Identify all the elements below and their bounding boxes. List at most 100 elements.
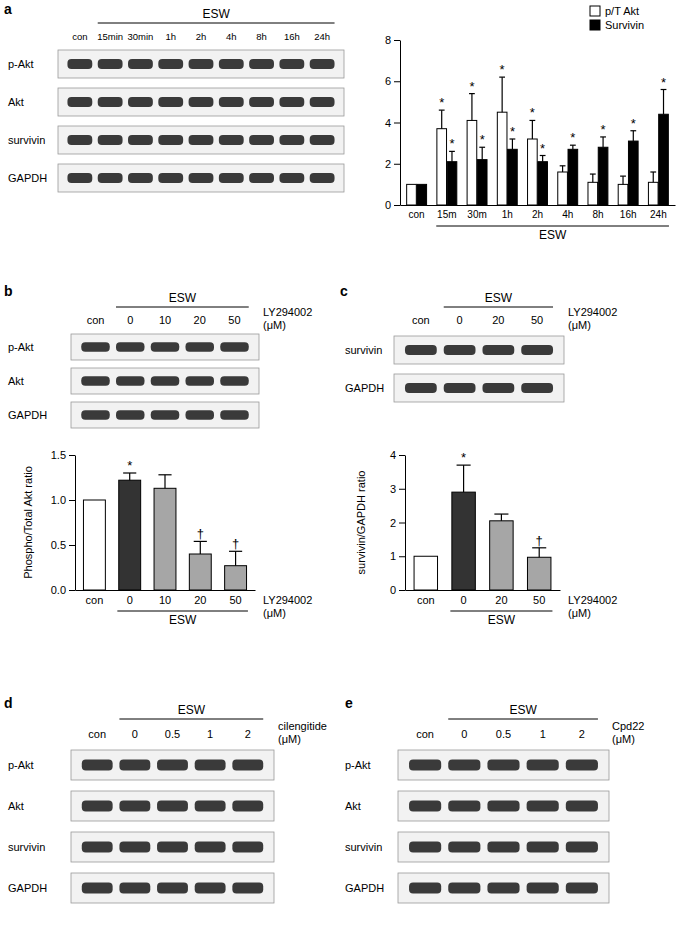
x-note: LY294002 [263, 594, 312, 606]
blot-band [186, 342, 214, 351]
legend-label: Survivin [605, 19, 644, 31]
significance-mark: * [127, 458, 132, 473]
blot-band [409, 842, 441, 853]
tick-label: 8h [592, 209, 603, 220]
significance-mark: † [536, 533, 543, 548]
blot-header: ESW [169, 291, 197, 305]
row-label: Akt [345, 800, 361, 812]
bar [568, 149, 578, 205]
axis-line [76, 590, 256, 591]
tick: 0 [390, 584, 405, 596]
bar [648, 182, 658, 205]
blot-band [151, 342, 179, 351]
blot-band [98, 59, 123, 69]
significance-mark: * [500, 62, 505, 77]
lane-label: con [412, 314, 430, 326]
lane-label: con [72, 31, 87, 42]
blot-band [189, 97, 214, 107]
header-line [448, 719, 598, 720]
treatment-label: Cpd22 [612, 720, 644, 732]
blot-band [487, 883, 519, 894]
row-label: GAPDH [345, 382, 384, 394]
blot-band [279, 135, 304, 145]
error-bar [235, 551, 236, 565]
treatment-label: LY294002 [568, 306, 617, 318]
lane-label: 20 [194, 314, 206, 326]
lane-label: 0 [127, 314, 133, 326]
row-label: survivin [8, 134, 45, 146]
header-line [444, 307, 553, 308]
blot-frame [71, 832, 274, 862]
treatment-label: LY294002 [263, 306, 312, 318]
error-bar [532, 120, 533, 139]
blot-band [405, 345, 437, 355]
tick: 8 [385, 34, 400, 46]
blot-band [157, 801, 188, 812]
blot: ESWcon0102050LY294002(μM)p-AktAktGAPDH [8, 291, 312, 428]
tick: 4 [385, 117, 400, 129]
blot-band [67, 173, 92, 183]
tick-mark [394, 81, 400, 82]
blot: ESWcon00.512cilengitide(μM)p-AktAktsurvi… [8, 703, 327, 903]
bar [154, 488, 176, 590]
lane-label: 1h [165, 31, 176, 42]
significance-mark: * [449, 136, 454, 151]
blot-band [232, 801, 263, 812]
tick: 1 [390, 550, 405, 562]
blot-band [444, 383, 476, 393]
blot-band [232, 842, 263, 853]
blot-band [157, 883, 188, 894]
blot-band [409, 801, 441, 812]
bar [659, 114, 669, 205]
blot-band [448, 801, 480, 812]
lane-label: con [88, 728, 106, 740]
x-axis: con0102050 [76, 590, 256, 606]
tick-label: 2 [385, 158, 391, 170]
panel-label: c [340, 283, 348, 299]
tick: 15m [437, 205, 456, 220]
bar [490, 521, 513, 590]
tick: 2 [385, 158, 400, 170]
error-bar [501, 514, 502, 521]
tick-label: 24h [650, 209, 667, 220]
tick-label: 0.5 [51, 539, 66, 551]
x-note: (μM) [263, 607, 286, 619]
significance-mark: † [232, 536, 239, 551]
blot-band [81, 376, 109, 385]
tick-label: 50 [229, 594, 241, 606]
bar [407, 184, 417, 205]
error-bar [539, 548, 540, 557]
blot-band [67, 97, 92, 107]
significance-mark: * [601, 122, 606, 137]
y-axis: 0.00.51.01.5 [51, 449, 76, 596]
blot-band [310, 97, 335, 107]
tick-mark [69, 545, 75, 546]
blot-band [81, 410, 109, 419]
lane-label: 15min [97, 31, 123, 42]
blot-frame [71, 873, 274, 903]
blot-band [189, 173, 214, 183]
blot-band [232, 760, 263, 771]
blot-band [487, 842, 519, 853]
tick-label: 4 [390, 449, 396, 461]
legend: p/T AktSurvivin [590, 5, 644, 31]
lane-label: 1 [207, 728, 213, 740]
plot-area [414, 465, 551, 590]
error-bar [451, 151, 452, 161]
tick: 20 [495, 590, 507, 606]
tick: 0 [127, 590, 133, 606]
axis-line [75, 456, 76, 591]
tick-label: 0 [127, 594, 133, 606]
tick: 10 [159, 590, 171, 606]
row-label: survivin [345, 841, 382, 853]
y-axis-title: Phospho/Total Akt ratio [22, 466, 34, 579]
blot-frame [58, 50, 344, 78]
error-cap [590, 173, 596, 174]
tick-label: 1.5 [51, 449, 66, 461]
tick-label: 1 [390, 550, 396, 562]
blot-band [566, 801, 598, 812]
blot-band [98, 173, 123, 183]
blot-band [128, 173, 153, 183]
group-label: ESW [539, 228, 567, 242]
plot-area [83, 473, 246, 590]
